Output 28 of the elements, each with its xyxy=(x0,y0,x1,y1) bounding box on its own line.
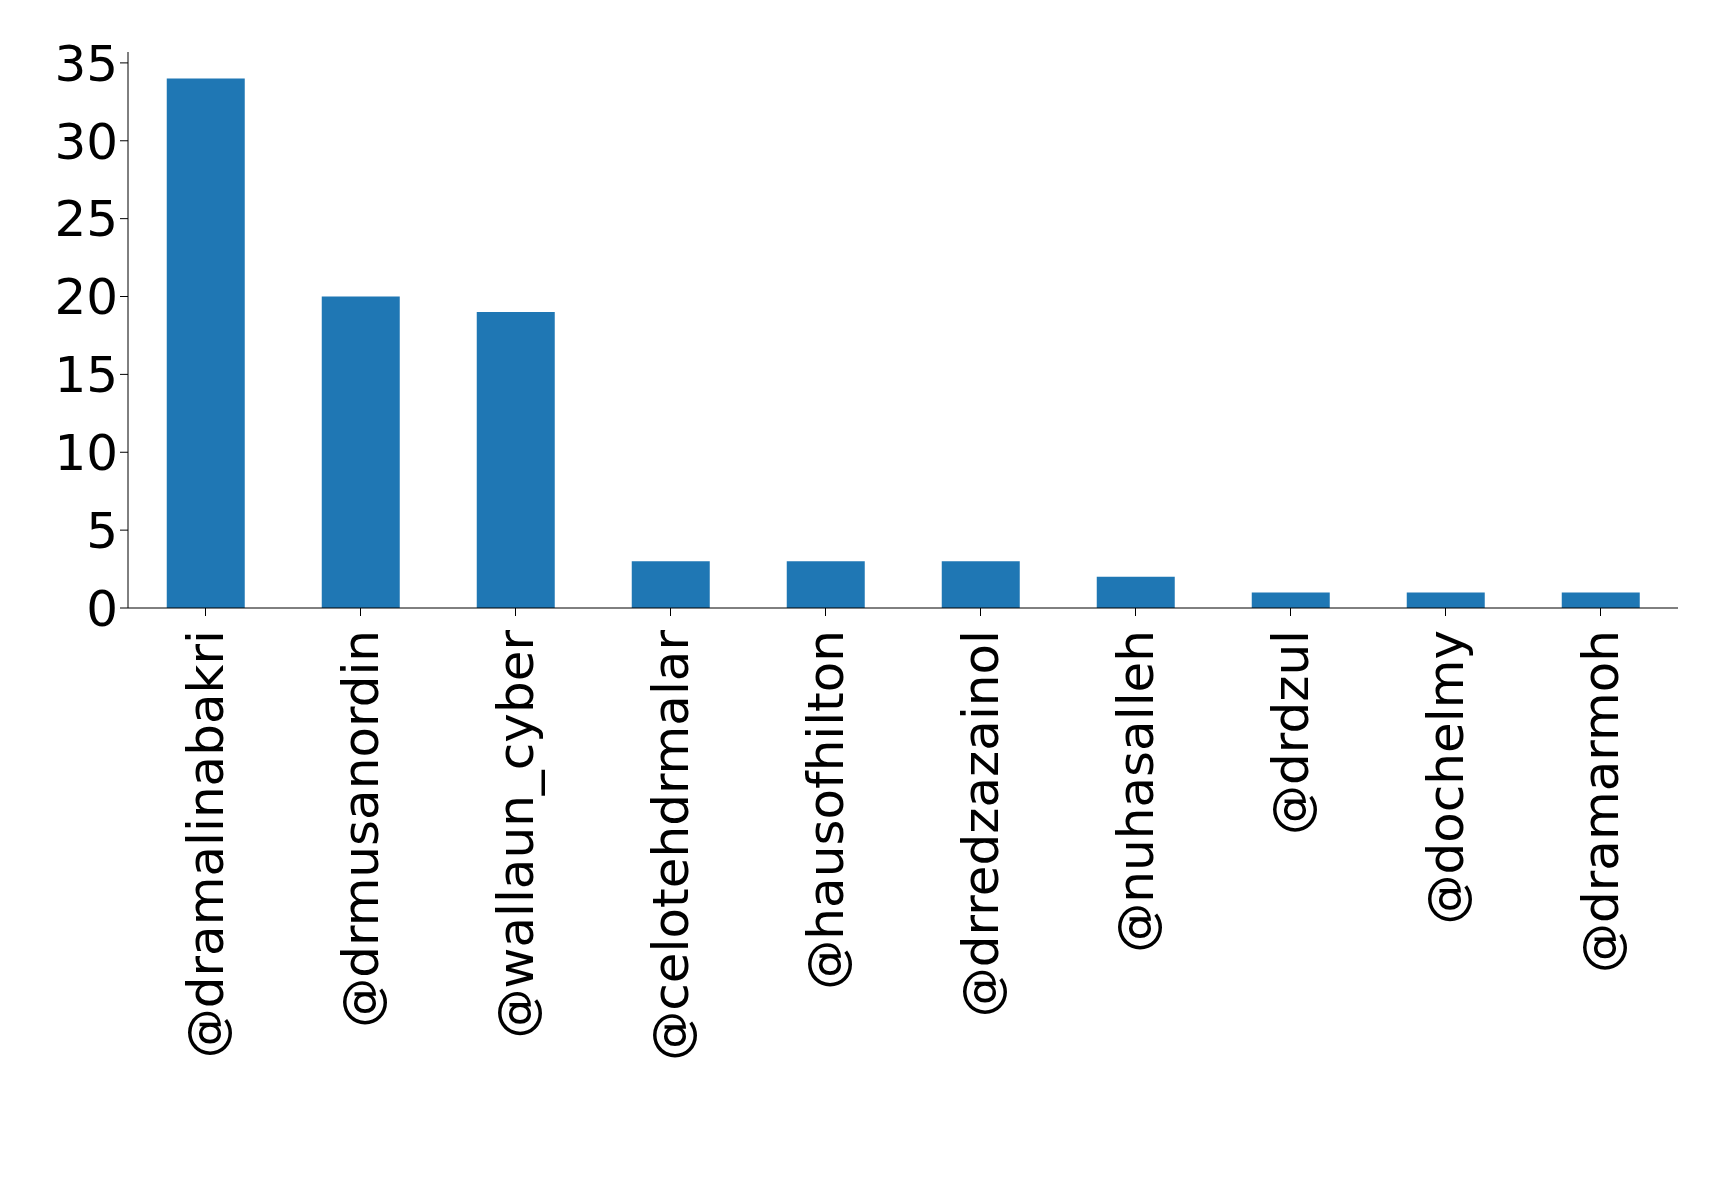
bar xyxy=(941,561,1020,608)
y-tick-label: 35 xyxy=(54,34,118,93)
y-tick-label: 25 xyxy=(54,190,118,249)
x-tick-label: @drredzazainol xyxy=(951,630,1010,1018)
y-tick-label: 0 xyxy=(86,579,118,638)
bar xyxy=(476,312,555,608)
bar xyxy=(786,561,865,608)
y-tick-label: 10 xyxy=(54,424,118,483)
x-tick-label: @hausofhilton xyxy=(796,630,855,990)
bar xyxy=(1561,592,1640,608)
bar xyxy=(631,561,710,608)
x-tick-label: @drdzul xyxy=(1261,630,1320,835)
x-tick-label: @dochelmy xyxy=(1416,630,1475,925)
y-tick-label: 20 xyxy=(54,268,118,327)
bar xyxy=(321,296,400,608)
x-tick-label: @dramalinabakri xyxy=(176,630,235,1059)
bar xyxy=(1406,592,1485,608)
bar xyxy=(1096,576,1175,608)
y-tick-label: 15 xyxy=(54,346,118,405)
x-tick-label: @drmusanordin xyxy=(331,630,390,1028)
bar xyxy=(1251,592,1330,608)
y-tick-label: 5 xyxy=(86,501,118,560)
x-tick-label: @wallaun_cyber xyxy=(486,629,545,1039)
bar xyxy=(166,78,245,608)
x-tick-label: @nuhasalleh xyxy=(1106,630,1165,953)
x-tick-label: @celotehdrmalar xyxy=(641,629,700,1061)
y-tick-label: 30 xyxy=(54,112,118,171)
x-tick-label: @dramarmoh xyxy=(1571,630,1630,973)
